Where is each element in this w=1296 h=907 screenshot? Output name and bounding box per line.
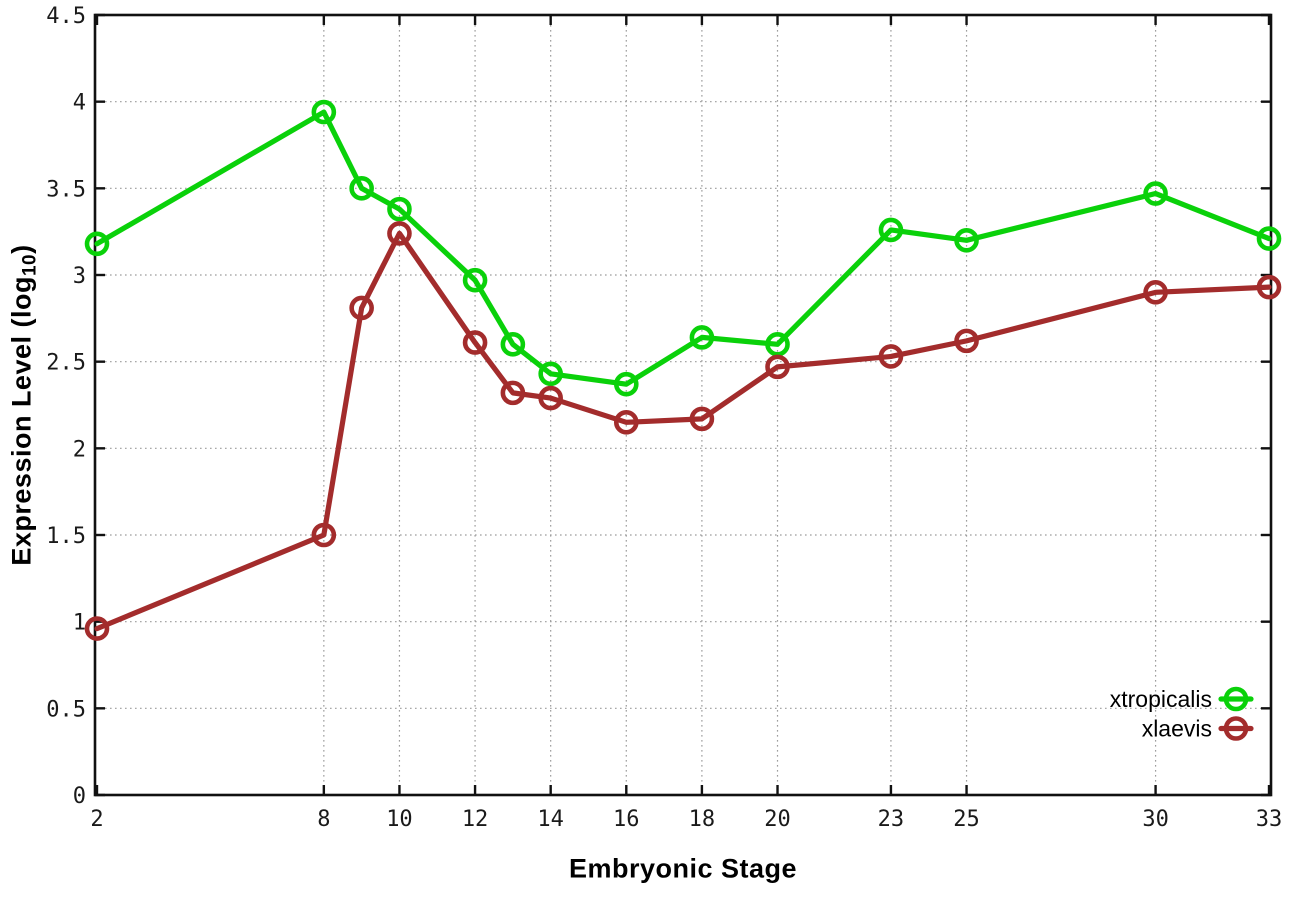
legend-label-xtropicalis: xtropicalis bbox=[1110, 686, 1212, 712]
series-xlaevis-point bbox=[1256, 274, 1282, 300]
series-xtropicalis-point bbox=[387, 196, 412, 222]
y-tick-label: 2.5 bbox=[46, 351, 86, 376]
series-xlaevis-point bbox=[954, 328, 979, 354]
y-tick-label: 1.5 bbox=[46, 524, 86, 549]
series-xlaevis-point bbox=[311, 522, 337, 548]
series-xtropicalis-line bbox=[94, 109, 1272, 387]
series-xtropicalis-point bbox=[954, 228, 979, 253]
series-xtropicalis-point bbox=[613, 371, 639, 397]
series-xtropicalis-point bbox=[84, 231, 110, 257]
series-xtropicalis-point bbox=[349, 176, 374, 201]
x-tick-label: 33 bbox=[1256, 807, 1283, 832]
series-xtropicalis-point bbox=[462, 267, 488, 293]
series-xtropicalis-point bbox=[765, 332, 790, 357]
y-tick-label: 4.5 bbox=[46, 4, 86, 29]
plot-border bbox=[93, 13, 1273, 797]
legend-label-xlaevis: xlaevis bbox=[1142, 716, 1212, 742]
y-tick-label: 3.5 bbox=[46, 177, 86, 202]
x-tick-label: 30 bbox=[1142, 807, 1169, 832]
series-xlaevis-line bbox=[94, 230, 1272, 632]
series-xlaevis-point bbox=[387, 221, 412, 246]
y-axis-label-text: Expression Level (log bbox=[6, 276, 37, 566]
series-xlaevis-point bbox=[1143, 280, 1168, 305]
y-axis-label-close: ) bbox=[6, 244, 37, 254]
series-xtropicalis-point bbox=[1143, 181, 1168, 206]
series-xtropicalis-point bbox=[538, 361, 563, 387]
y-tick-label: 3 bbox=[73, 264, 86, 289]
y-axis-label-subscript: 10 bbox=[19, 253, 41, 277]
series-xlaevis-point bbox=[349, 295, 374, 321]
x-tick-label: 25 bbox=[953, 807, 980, 832]
series-xlaevis-point bbox=[613, 410, 639, 435]
legend-sample-marker-xlaevis bbox=[1223, 716, 1249, 741]
y-tick-label: 0 bbox=[73, 784, 86, 809]
x-tick-label: 12 bbox=[462, 807, 489, 832]
x-tick-label: 8 bbox=[317, 807, 330, 832]
x-tick-label: 20 bbox=[764, 807, 791, 832]
y-tick-label: 1 bbox=[73, 611, 86, 636]
series-xlaevis-point bbox=[462, 330, 488, 355]
x-tick-label: 2 bbox=[90, 807, 103, 832]
series-xtropicalis-point bbox=[500, 332, 526, 357]
y-tick-label: 4 bbox=[73, 91, 86, 116]
y-tick-label: 0.5 bbox=[46, 697, 86, 722]
series-xlaevis-point bbox=[878, 344, 904, 369]
series-xlaevis-point bbox=[765, 354, 790, 380]
series-xtropicalis-point bbox=[689, 325, 715, 350]
x-tick-label: 18 bbox=[689, 807, 716, 832]
series-xtropicalis-point bbox=[1256, 226, 1282, 251]
legend-sample-marker-xtropicalis bbox=[1223, 686, 1249, 712]
series-xtropicalis-point bbox=[878, 217, 904, 243]
series-xlaevis-point bbox=[500, 380, 526, 406]
series-xlaevis-point bbox=[84, 616, 110, 641]
y-axis-label: Expression Level (log10) bbox=[7, 244, 42, 565]
x-tick-label: 10 bbox=[386, 807, 413, 832]
x-tick-label: 16 bbox=[613, 807, 640, 832]
y-tick-label: 2 bbox=[73, 437, 86, 462]
series-xlaevis-point bbox=[538, 385, 563, 411]
series-xlaevis-point bbox=[689, 406, 715, 432]
series-xtropicalis-point bbox=[311, 99, 337, 125]
x-tick-label: 14 bbox=[537, 807, 564, 832]
x-tick-label: 23 bbox=[878, 807, 905, 832]
x-axis-label: Embryonic Stage bbox=[568, 853, 798, 884]
